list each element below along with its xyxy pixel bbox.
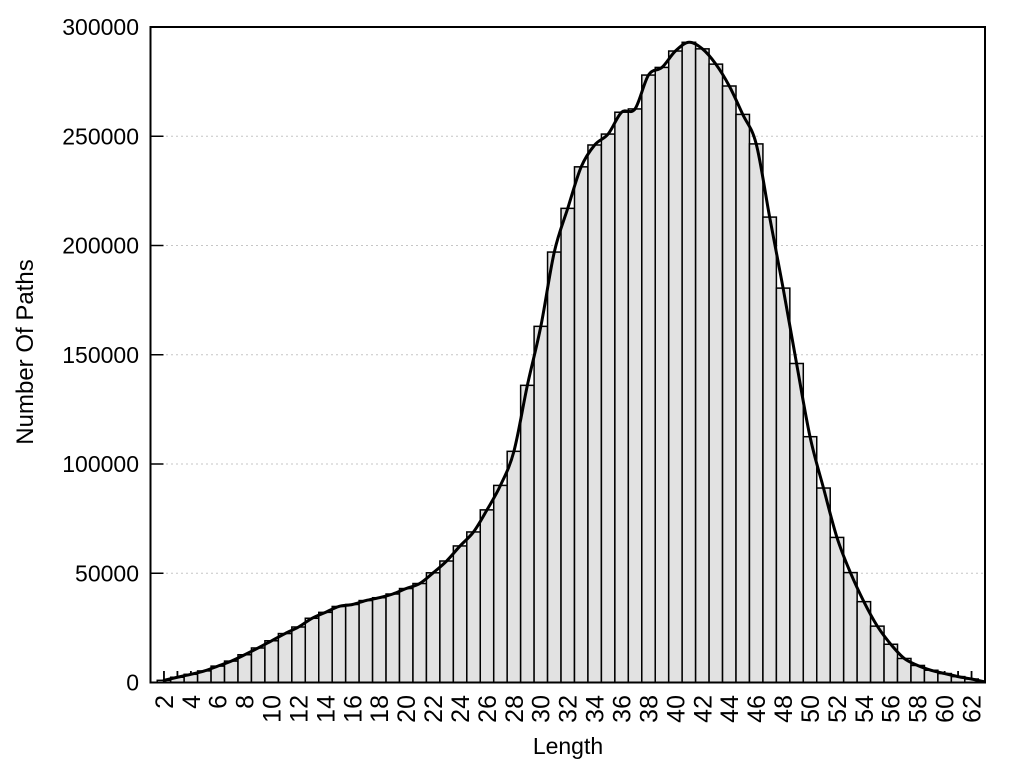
svg-text:26: 26 (474, 695, 502, 723)
svg-text:18: 18 (366, 695, 394, 723)
svg-text:44: 44 (716, 695, 744, 723)
svg-text:22: 22 (420, 695, 448, 723)
svg-text:62: 62 (958, 695, 986, 723)
svg-text:150000: 150000 (62, 342, 139, 368)
svg-text:4: 4 (178, 695, 206, 709)
svg-text:30: 30 (528, 695, 556, 723)
svg-text:Number Of Paths: Number Of Paths (12, 259, 39, 444)
svg-text:2: 2 (151, 695, 179, 709)
svg-text:6: 6 (205, 695, 233, 709)
svg-text:58: 58 (905, 695, 933, 723)
svg-text:14: 14 (312, 695, 340, 723)
svg-text:56: 56 (878, 695, 906, 723)
svg-text:12: 12 (285, 695, 313, 723)
svg-text:40: 40 (662, 695, 690, 723)
svg-text:50: 50 (797, 695, 825, 723)
svg-text:8: 8 (232, 695, 260, 709)
svg-text:52: 52 (824, 695, 852, 723)
svg-text:250000: 250000 (62, 123, 139, 149)
svg-text:Length: Length (533, 733, 603, 759)
svg-text:16: 16 (339, 695, 367, 723)
svg-text:54: 54 (851, 695, 879, 723)
svg-text:36: 36 (608, 695, 636, 723)
svg-text:32: 32 (555, 695, 583, 723)
svg-text:46: 46 (743, 695, 771, 723)
svg-text:38: 38 (635, 695, 663, 723)
svg-text:10: 10 (259, 695, 287, 723)
svg-text:42: 42 (689, 695, 717, 723)
svg-text:200000: 200000 (62, 233, 139, 259)
svg-text:34: 34 (582, 695, 610, 723)
svg-text:28: 28 (501, 695, 529, 723)
svg-text:24: 24 (447, 695, 475, 723)
svg-text:100000: 100000 (62, 451, 139, 477)
svg-text:50000: 50000 (75, 560, 139, 586)
svg-text:300000: 300000 (62, 14, 139, 40)
svg-text:60: 60 (932, 695, 960, 723)
svg-text:48: 48 (770, 695, 798, 723)
svg-text:20: 20 (393, 695, 421, 723)
svg-text:0: 0 (126, 670, 139, 696)
